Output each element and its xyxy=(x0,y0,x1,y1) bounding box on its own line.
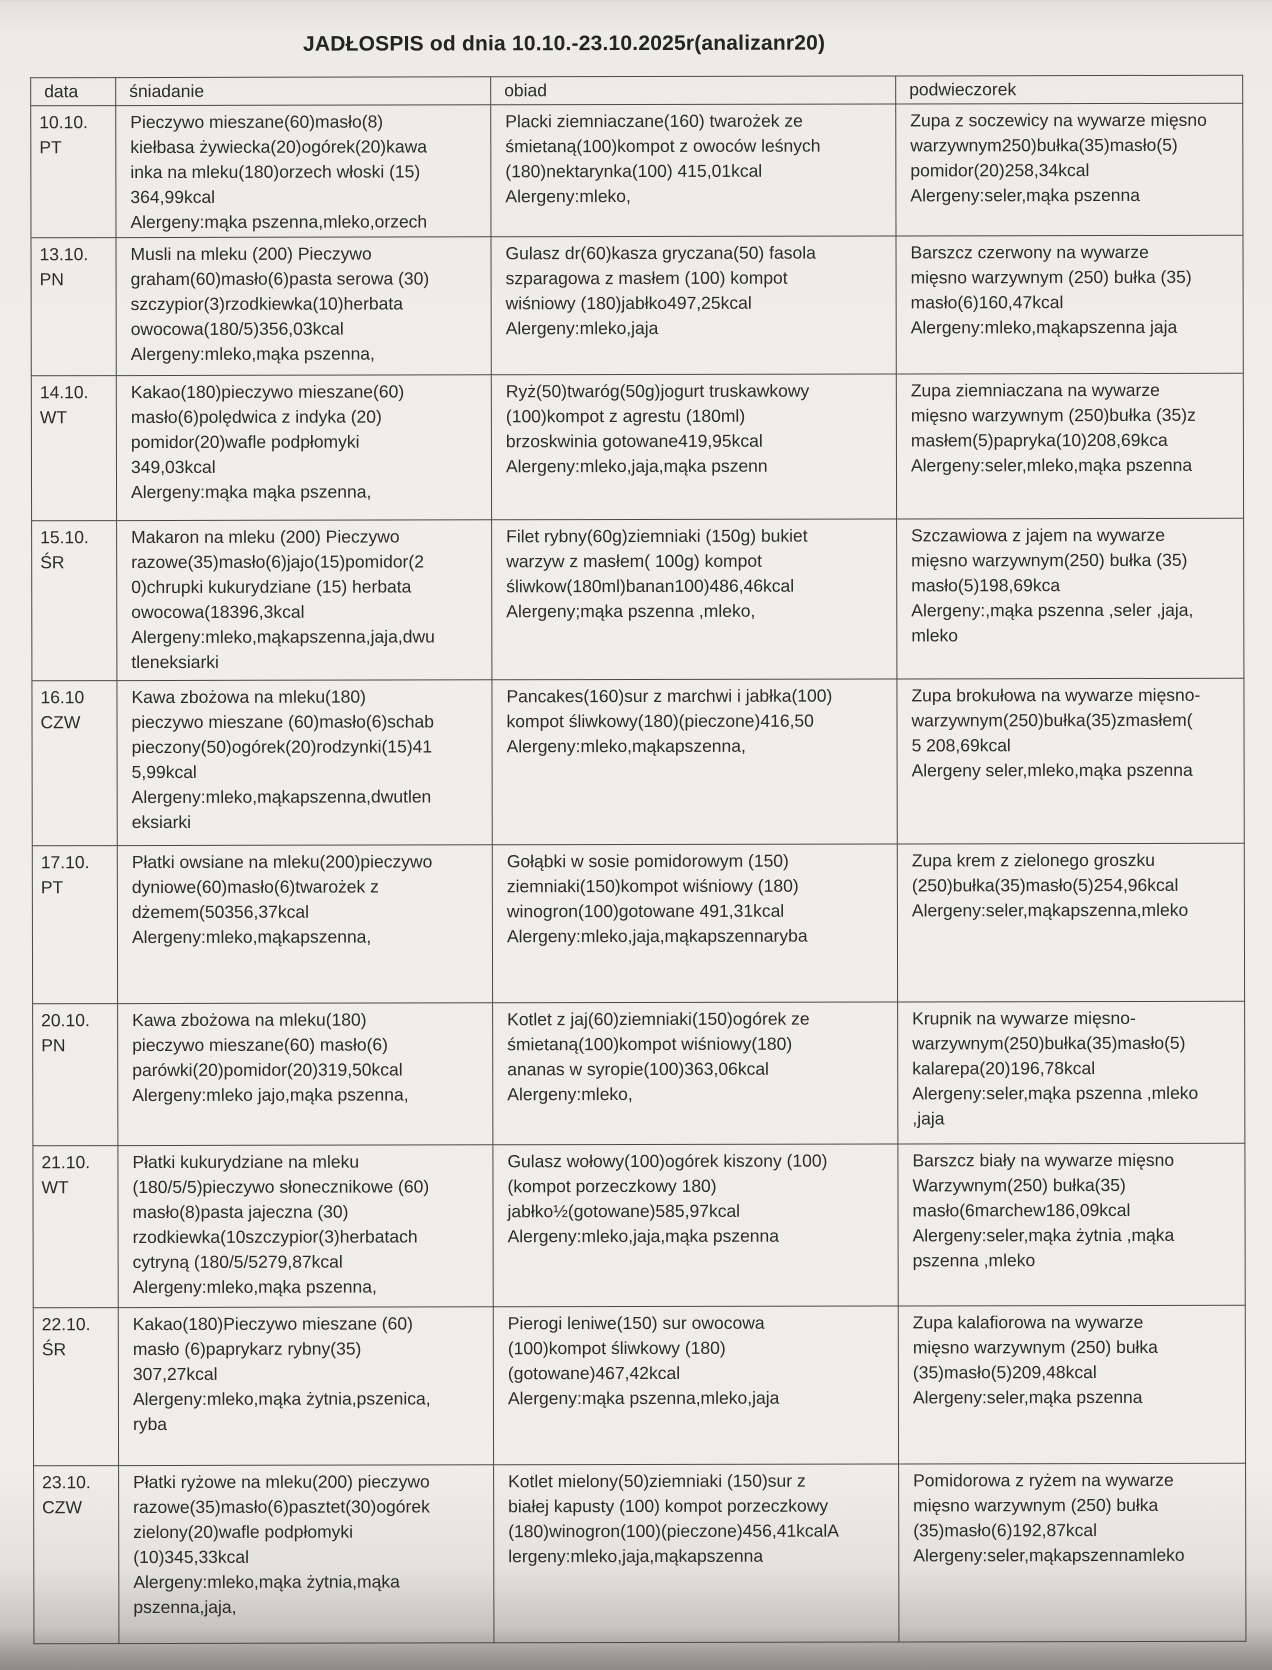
snack-cell: Krupnik na wywarze mięsno- warzywnym(250… xyxy=(897,1001,1245,1144)
breakfast-cell: Kawa zbożowa na mleku(180) pieczywo mies… xyxy=(116,679,493,846)
day-label: ŚR xyxy=(41,1339,67,1360)
day-label: WT xyxy=(41,1177,69,1198)
date-label: 23.10. xyxy=(42,1472,91,1493)
snack-cell: Szczawiowa z jajem na wywarze mięsno war… xyxy=(896,518,1244,679)
table-row: 20.10. PN Kawa zbożowa na mleku(180) pie… xyxy=(32,1001,1245,1146)
date-label: 20.10. xyxy=(41,1010,90,1031)
date-cell: 10.10. PT xyxy=(30,105,116,238)
breakfast-cell: Pieczywo mieszane(60)masło(8) kiełbasa ż… xyxy=(115,104,491,238)
date-cell: 13.10. PN xyxy=(30,237,117,376)
date-label: 13.10. xyxy=(39,244,89,265)
date-cell: 23.10. CZW xyxy=(33,1465,119,1644)
lunch-cell: Kotlet z jaj(60)ziemniaki(150)ogórek ze … xyxy=(492,1001,898,1145)
lunch-cell: Kotlet mielony(50)ziemniaki (150)sur z b… xyxy=(493,1463,899,1643)
snack-cell: Barszcz czerwony na wywarze mięsno warzy… xyxy=(895,235,1244,374)
column-header-lunch: obiad xyxy=(490,75,896,105)
lunch-cell: Filet rybny(60g)ziemniaki (150g) bukiet … xyxy=(491,518,897,680)
lunch-cell: Placki ziemniaczane(160) twarożek ze śmi… xyxy=(490,103,896,237)
breakfast-cell: Płatki owsiane na mleku(200)pieczywo dyn… xyxy=(117,844,493,1004)
date-cell: 22.10. ŚR xyxy=(33,1307,119,1466)
breakfast-cell: Płatki kukurydziane na mleku (180/5/5)pi… xyxy=(117,1144,494,1308)
snack-cell: Barszcz biały na wywarze mięsno Warzywny… xyxy=(897,1143,1246,1306)
date-label: 21.10. xyxy=(41,1152,91,1173)
table-row: 22.10. ŚR Kakao(180)Pieczywo mieszane (6… xyxy=(33,1305,1246,1466)
date-label: 14.10. xyxy=(39,382,89,403)
day-label: WT xyxy=(39,407,68,428)
date-cell: 17.10. PT xyxy=(32,845,118,1004)
snack-cell: Pomidorowa z ryżem na wywarze mięsno war… xyxy=(898,1463,1246,1642)
breakfast-cell: Musli na mleku (200) Pieczywo graham(60)… xyxy=(115,236,492,376)
date-cell: 21.10. WT xyxy=(32,1145,119,1308)
day-label: PN xyxy=(39,269,64,290)
breakfast-cell: Kawa zbożowa na mleku(180) pieczywo mies… xyxy=(117,1002,493,1146)
lunch-cell: Ryż(50)twaróg(50g)jogurt truskawkowy (10… xyxy=(491,373,897,520)
table-row: 14.10. WT Kakao(180)pieczywo mieszane(60… xyxy=(31,373,1244,521)
lunch-cell: Pierogi leniwe(150) sur owocowa (100)kom… xyxy=(493,1305,899,1465)
header-row: data śniadanie obiad podwieczorek xyxy=(30,75,1243,106)
day-label: CZW xyxy=(40,712,81,733)
snack-cell: Zupa krem z zielonego groszku (250)bułka… xyxy=(897,843,1245,1002)
lunch-cell: Gulasz wołowy(100)ogórek kiszony (100) (… xyxy=(492,1143,899,1307)
date-cell: 16.10 CZW xyxy=(31,680,118,846)
day-label: PN xyxy=(41,1035,66,1056)
table-row: 13.10. PN Musli na mleku (200) Pieczywo … xyxy=(30,235,1244,376)
day-label: PT xyxy=(40,877,64,898)
snack-cell: Zupa ziemniaczana na wywarze mięsno warz… xyxy=(896,373,1244,519)
lunch-cell: Pancakes(160)sur z marchwi i jabłka(100)… xyxy=(491,678,898,845)
table-row: 10.10. PT Pieczywo mieszane(60)masło(8) … xyxy=(30,103,1243,238)
table-row: 15.10. ŚR Makaron na mleku (200) Pieczyw… xyxy=(31,518,1244,681)
date-label: 10.10. xyxy=(39,112,88,133)
day-label: ŚR xyxy=(40,552,65,573)
table-row: 21.10. WT Płatki kukurydziane na mleku (… xyxy=(32,1143,1246,1308)
date-cell: 15.10. ŚR xyxy=(31,520,117,681)
date-label: 17.10. xyxy=(40,852,90,873)
page-title: JADŁOSPIS od dnia 10.10.-23.10.2025r(ana… xyxy=(302,31,826,56)
table-row: 23.10. CZW Płatki ryżowe na mleku(200) p… xyxy=(33,1463,1246,1644)
breakfast-cell: Makaron na mleku (200) Pieczywo razowe(3… xyxy=(116,519,492,681)
breakfast-cell: Płatki ryżowe na mleku(200) pieczywo raz… xyxy=(118,1464,494,1644)
date-label: 16.10 xyxy=(40,687,85,708)
table-row: 16.10 CZW Kawa zbożowa na mleku(180) pie… xyxy=(31,678,1245,846)
table-row: 17.10. PT Płatki owsiane na mleku(200)pi… xyxy=(32,843,1245,1004)
day-label: CZW xyxy=(42,1497,83,1518)
date-label: 15.10. xyxy=(40,527,89,548)
column-header-breakfast: śniadanie xyxy=(115,76,491,106)
snack-cell: Zupa brokułowa na wywarze mięsno- warzyw… xyxy=(896,678,1245,844)
column-header-snack: podwieczorek xyxy=(895,75,1243,104)
date-label: 22.10. xyxy=(41,1314,91,1335)
lunch-cell: Gołąbki w sosie pomidorowym (150) ziemni… xyxy=(492,843,898,1003)
breakfast-cell: Kakao(180)pieczywo mieszane(60) masło(6)… xyxy=(116,374,492,521)
date-cell: 14.10. WT xyxy=(31,375,117,521)
lunch-cell: Gulasz dr(60)kasza gryczana(50) fasola s… xyxy=(490,235,897,375)
menu-table: data śniadanie obiad podwieczorek 10.10.… xyxy=(30,75,1246,1645)
snack-cell: Zupa z soczewicy na wywarze mięsno warzy… xyxy=(895,103,1243,236)
date-cell: 20.10. PN xyxy=(32,1003,118,1146)
day-label: PT xyxy=(39,137,62,158)
snack-cell: Zupa kalafiorowa na wywarze mięsno warzy… xyxy=(898,1305,1246,1464)
column-header-date: data xyxy=(30,77,116,106)
breakfast-cell: Kakao(180)Pieczywo mieszane (60) masło (… xyxy=(118,1306,494,1466)
